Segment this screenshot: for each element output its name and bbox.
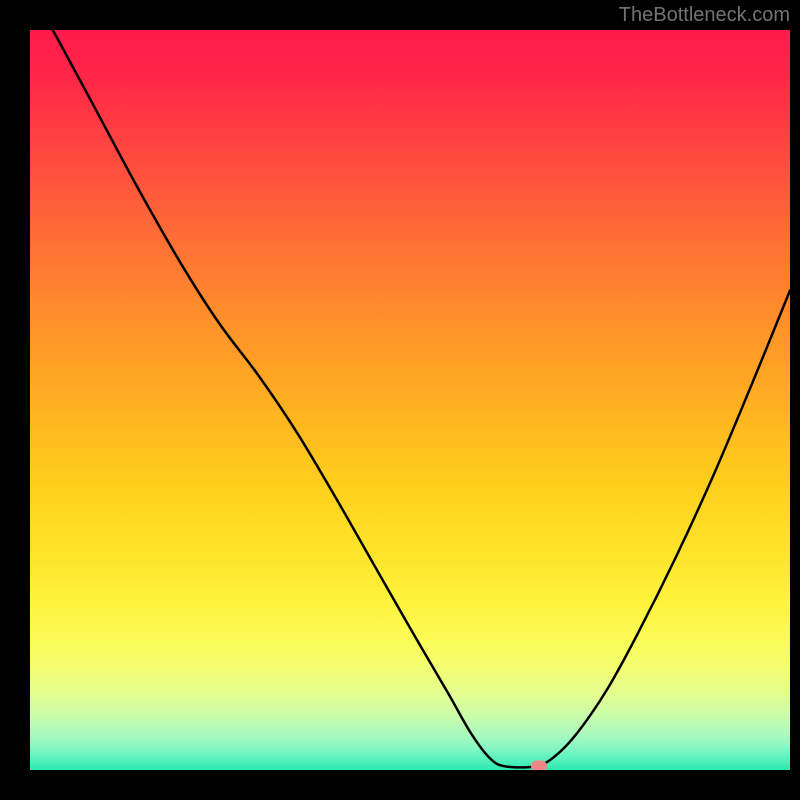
watermark-text: TheBottleneck.com: [619, 4, 790, 27]
optimum-marker: [531, 761, 547, 770]
plot-area: [30, 30, 790, 770]
bottleneck-curve: [30, 30, 790, 770]
chart-container: TheBottleneck.com: [0, 0, 800, 800]
